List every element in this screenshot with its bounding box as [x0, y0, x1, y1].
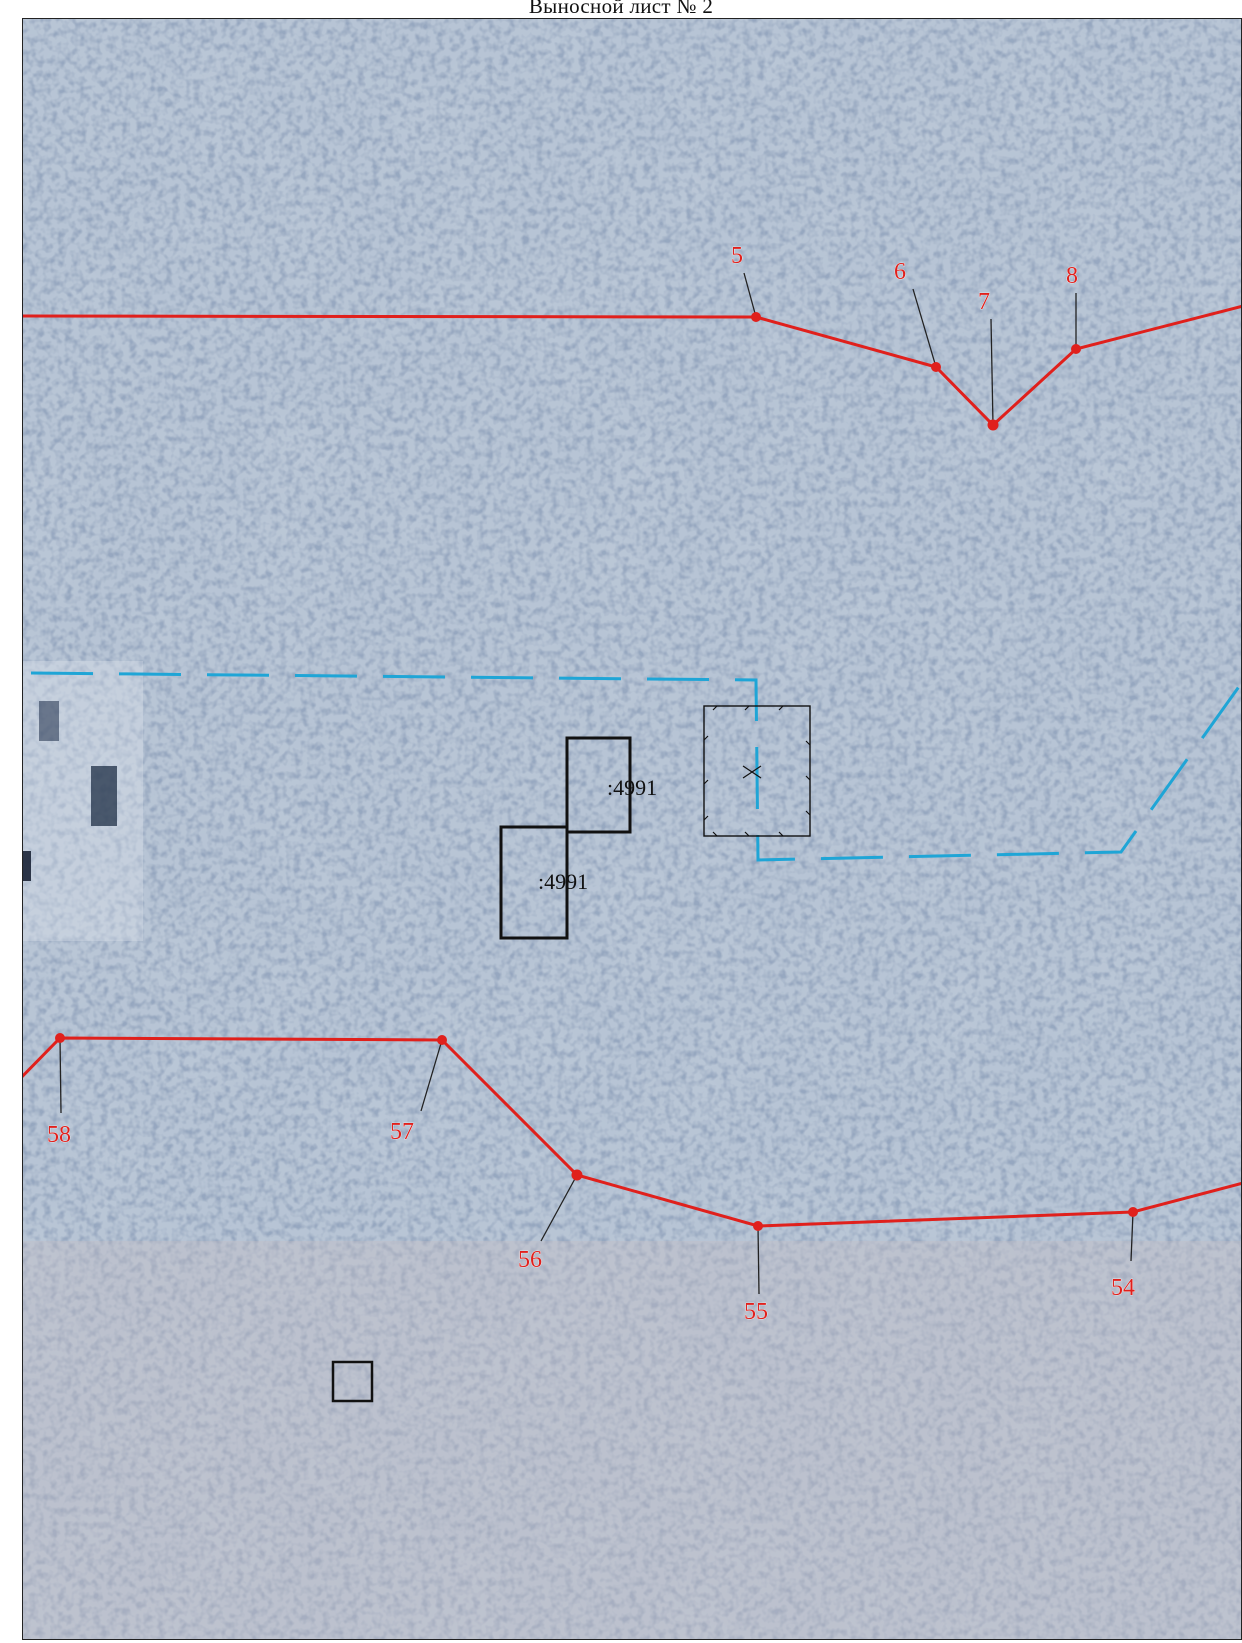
building-contour[interactable]	[703, 705, 811, 837]
boundary-point-6[interactable]	[931, 362, 941, 372]
boundary-point-58[interactable]	[55, 1033, 65, 1043]
boundary-points-north	[751, 312, 1081, 431]
point-label-6: 6	[894, 259, 906, 285]
map-frame[interactable]: :4991 :4991 5 6 7 8 58 57 56 55 54	[22, 18, 1242, 1640]
boundary-point-8[interactable]	[1071, 344, 1081, 354]
parcel-4991-lower[interactable]	[499, 825, 569, 940]
parcel-label-upper: :4991	[607, 775, 657, 800]
boundary-point-57[interactable]	[437, 1035, 447, 1045]
boundary-points-south	[55, 1033, 1138, 1231]
leader-lines-south	[59, 1037, 1134, 1295]
boundary-point-54[interactable]	[1128, 1207, 1138, 1217]
zone-boundary-dashed	[30, 671, 1241, 862]
point-label-7: 7	[978, 289, 990, 315]
boundary-point-7[interactable]	[987, 419, 999, 431]
parcel-label-lower: :4991	[538, 869, 588, 894]
point-label-57: 57	[390, 1119, 414, 1145]
map-canvas[interactable]: :4991 :4991 5 6 7 8 58 57 56 55 54	[23, 19, 1242, 1640]
point-label-8: 8	[1066, 263, 1078, 289]
satellite-imagery	[23, 19, 1241, 1639]
leader-lines-north	[743, 272, 1077, 426]
point-label-58: 58	[47, 1122, 71, 1148]
point-label-56: 56	[518, 1247, 542, 1273]
boundary-point-55[interactable]	[753, 1221, 763, 1231]
point-label-5: 5	[731, 243, 743, 269]
point-label-54: 54	[1111, 1275, 1135, 1301]
boundary-point-56[interactable]	[571, 1169, 583, 1181]
boundary-north	[23, 304, 1241, 428]
point-label-55: 55	[744, 1299, 768, 1325]
sheet-title: Выносной лист № 2	[528, 0, 714, 18]
boundary-point-5[interactable]	[751, 312, 761, 322]
small-structure[interactable]	[331, 1360, 374, 1403]
parcel-4991-upper[interactable]	[565, 736, 632, 834]
